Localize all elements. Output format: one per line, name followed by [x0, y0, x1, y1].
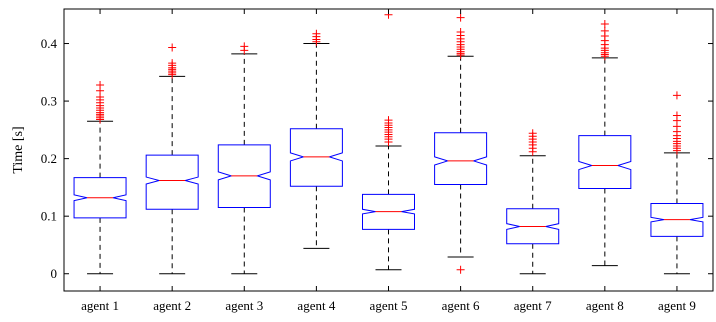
plot-frame: [63, 8, 714, 292]
notched-box: [145, 154, 199, 210]
box-group-7: [506, 129, 560, 275]
outlier-marker: [456, 265, 465, 274]
y-tick-label: 0.3: [41, 94, 57, 109]
box-group-4: [289, 29, 343, 249]
outlier-marker: [168, 59, 177, 68]
y-tick-label: 0.1: [41, 209, 57, 224]
notched-box: [506, 208, 560, 245]
notched-box: [73, 177, 127, 219]
y-axis-label: Time [s]: [11, 126, 26, 173]
x-tick-label: agent 9: [658, 298, 696, 313]
outlier-marker: [528, 129, 537, 138]
x-tick-label: agent 3: [225, 298, 263, 313]
outlier-marker: [168, 43, 177, 52]
x-tick-label: agent 1: [81, 298, 119, 313]
box-group-3: [217, 42, 271, 275]
notched-box: [289, 128, 343, 187]
outlier-marker: [456, 28, 465, 37]
y-tick-label: 0: [51, 266, 58, 281]
x-tick-label: agent 6: [442, 298, 480, 313]
box-group-5: [362, 10, 415, 271]
axes: agent 1 agent 2 agent 3 agent 4 agent 5 agent…: [41, 8, 714, 313]
outlier-marker: [240, 42, 249, 51]
x-tick-label: agent 7: [514, 298, 552, 313]
outlier-marker: [312, 29, 321, 38]
notched-box: [362, 193, 415, 230]
x-tick-label: agent 5: [370, 298, 408, 313]
box-group-1: [73, 80, 127, 275]
box-group-6: [434, 13, 488, 274]
x-tick-label: agent 8: [586, 298, 624, 313]
notched-box: [434, 132, 488, 186]
outlier-marker: [672, 111, 681, 120]
box-group-8: [578, 19, 632, 267]
notched-box: [578, 135, 632, 190]
notched-box: [650, 203, 704, 237]
x-tick-label: agent 4: [297, 298, 335, 313]
outlier-marker: [384, 116, 393, 125]
box-group-9: [650, 91, 704, 275]
outlier-marker: [600, 26, 609, 35]
outlier-marker: [456, 13, 465, 22]
outlier-marker: [672, 91, 681, 100]
plot-content: [73, 10, 704, 275]
outlier-marker: [96, 80, 105, 89]
x-tick-label: agent 2: [153, 298, 191, 313]
outlier-marker: [600, 19, 609, 28]
notched-box: [217, 144, 271, 209]
y-tick-label: 0.4: [41, 36, 58, 51]
y-tick-label: 0.2: [41, 151, 57, 166]
box-group-2: [145, 43, 199, 275]
